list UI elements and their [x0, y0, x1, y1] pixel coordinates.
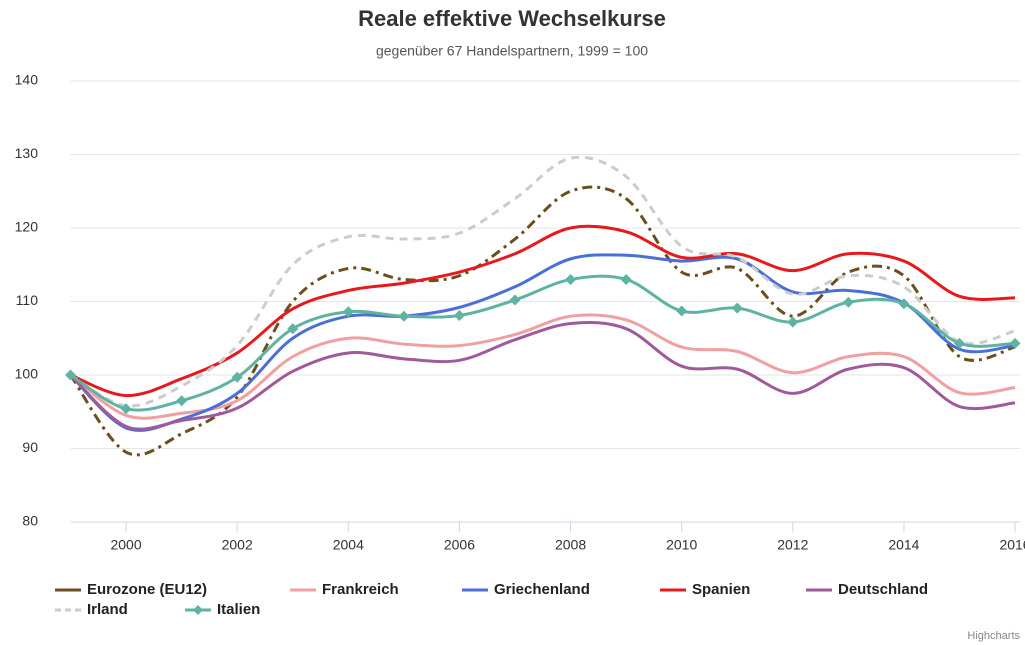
y-tick-label: 130	[15, 145, 39, 161]
marker	[787, 316, 799, 328]
x-tick-label: 2004	[333, 537, 364, 553]
marker	[342, 306, 354, 318]
x-tick-label: 2008	[555, 537, 586, 553]
x-tick-label: 2000	[110, 537, 141, 553]
marker	[65, 369, 76, 381]
legend-label: Eurozone (EU12)	[87, 581, 207, 598]
legend-label: Spanien	[692, 581, 750, 598]
x-tick-label: 2014	[888, 537, 919, 553]
series-line	[69, 224, 1016, 398]
marker	[620, 273, 632, 285]
marker	[176, 395, 188, 407]
marker	[287, 323, 299, 335]
chart-subtitle: gegenüber 67 Handelspartnern, 1999 = 100	[376, 43, 648, 59]
y-tick-label: 90	[22, 439, 38, 455]
chart-title: Reale effektive Wechselkurse	[358, 6, 666, 31]
marker	[898, 298, 910, 310]
x-tick-label: 2016	[999, 537, 1025, 553]
marker	[231, 371, 243, 383]
series-line	[69, 155, 1016, 408]
legend-marker	[193, 605, 203, 615]
series-line	[69, 253, 1016, 432]
marker	[509, 294, 521, 306]
series-line	[69, 320, 1016, 431]
series-line	[69, 313, 1016, 420]
credits: Highcharts	[967, 630, 1020, 642]
marker	[453, 309, 465, 321]
marker	[398, 310, 410, 322]
y-tick-label: 140	[15, 72, 39, 88]
marker	[842, 296, 854, 308]
x-tick-label: 2002	[222, 537, 253, 553]
legend-label: Griechenland	[494, 581, 590, 598]
marker	[676, 305, 688, 317]
x-tick-label: 2012	[777, 537, 808, 553]
x-tick-label: 2006	[444, 537, 475, 553]
legend-label: Deutschland	[838, 581, 928, 598]
legend-label: Italien	[217, 601, 260, 618]
marker	[953, 337, 965, 349]
marker	[731, 302, 743, 314]
y-tick-label: 110	[16, 292, 39, 308]
legend-label: Frankreich	[322, 581, 399, 598]
marker	[565, 273, 577, 285]
y-tick-label: 100	[15, 366, 39, 382]
legend-label: Irland	[87, 601, 128, 618]
y-tick-label: 120	[15, 219, 39, 235]
marker	[120, 403, 132, 415]
marker	[1009, 337, 1021, 349]
y-tick-label: 80	[22, 513, 38, 529]
series-line	[69, 274, 1016, 412]
x-tick-label: 2010	[666, 537, 697, 553]
